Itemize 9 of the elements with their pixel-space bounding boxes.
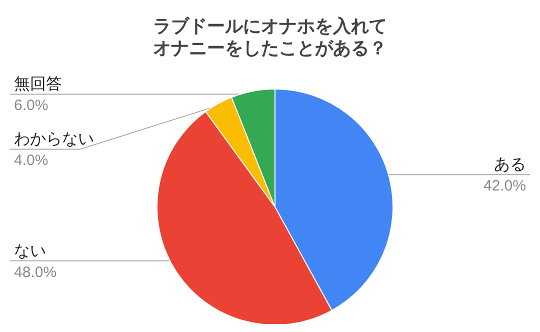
data-label: 6.0%: [14, 97, 48, 114]
data-label: 48.0%: [14, 264, 57, 281]
data-label: 42.0%: [483, 178, 526, 195]
slice-label: ない: [14, 240, 46, 260]
data-label: 4.0%: [14, 152, 48, 170]
chart-title: ラブドールにオナホを入れてオナニーをしたことがある？: [153, 16, 387, 59]
slice-label: ある: [494, 154, 526, 174]
slice-label: わからない: [14, 129, 94, 148]
slice-label: 無回答: [14, 74, 62, 94]
